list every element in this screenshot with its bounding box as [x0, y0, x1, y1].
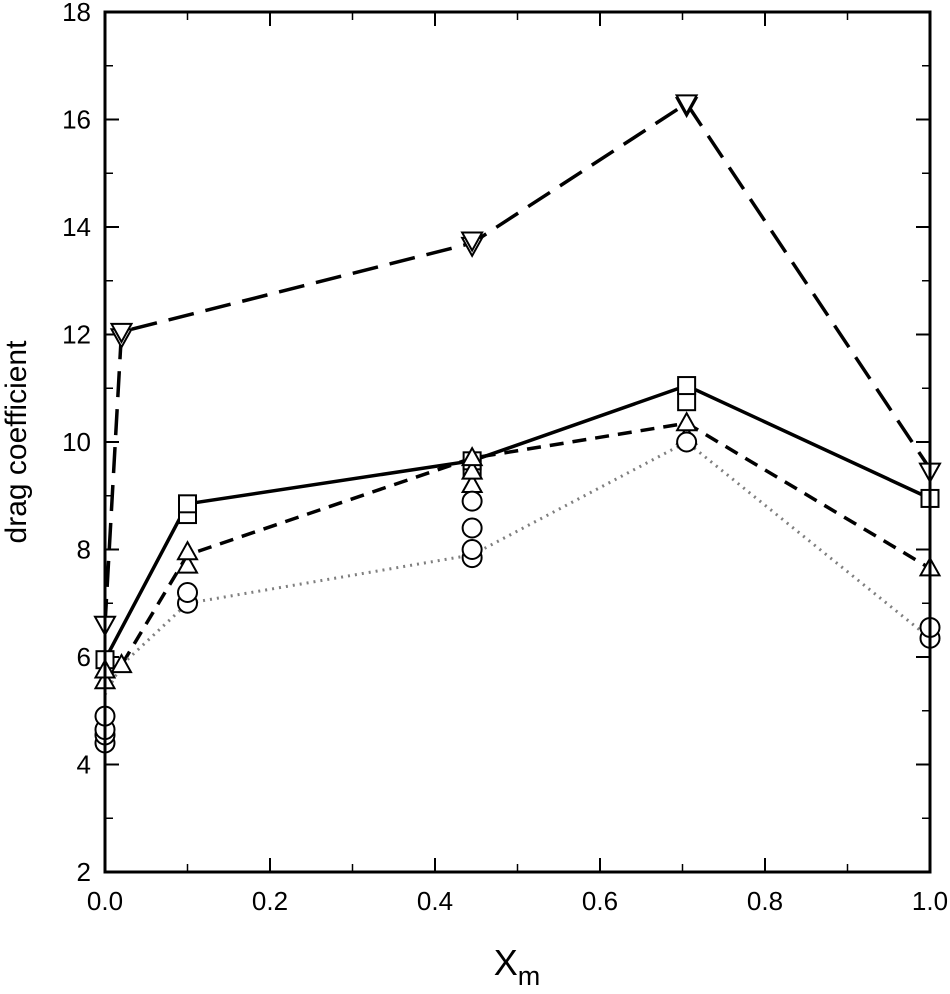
- x-tick-label: 0.6: [582, 886, 618, 916]
- x-tick-label: 1.0: [912, 886, 948, 916]
- x-axis-title-subscript: m: [518, 961, 541, 991]
- y-tick-label: 8: [77, 535, 91, 565]
- series-line-circle: [103, 440, 931, 696]
- x-axis-title-main: X: [494, 942, 518, 983]
- triangle-up-marker: [176, 540, 199, 561]
- triangle-up-marker: [460, 446, 484, 467]
- x-tick-label: 0.8: [747, 886, 783, 916]
- triangle-down-marker: [674, 94, 699, 116]
- series-line-square: [103, 383, 931, 661]
- series-markers: [93, 94, 942, 754]
- y-tick-label: 4: [77, 750, 91, 780]
- y-tick-label: 10: [62, 427, 91, 457]
- circle-marker: [461, 539, 483, 560]
- triangle-up-marker: [110, 653, 133, 674]
- circle-marker: [461, 490, 483, 512]
- circle-marker: [676, 431, 698, 453]
- triangle-up-marker: [176, 553, 199, 574]
- x-tick-label: 0.2: [252, 886, 288, 916]
- x-tick-label: 0.4: [417, 886, 453, 916]
- y-tick-label: 12: [62, 320, 91, 350]
- series-lines: [103, 100, 932, 696]
- square-marker: [677, 376, 697, 396]
- triangle-down-marker: [109, 322, 134, 344]
- series-line-triangle-up: [103, 421, 931, 680]
- square-marker: [178, 494, 197, 514]
- circle-marker: [461, 517, 483, 539]
- y-tick-label: 6: [77, 642, 91, 672]
- y-tick-label: 2: [77, 857, 91, 887]
- square-marker: [677, 392, 697, 412]
- plot-frame: [103, 10, 932, 874]
- y-tick-label: 14: [62, 212, 91, 242]
- tick-labels: 2 4 6 8 10 12 14 16 18 0.0 0.2 0.4 0.6 0.8 1.0: [62, 0, 948, 916]
- triangle-up-marker: [675, 411, 698, 432]
- y-tick-label: 18: [62, 0, 91, 27]
- triangle-down-marker: [460, 231, 484, 253]
- triangle-up-marker: [460, 459, 484, 480]
- x-axis-title: Xm: [494, 942, 541, 991]
- y-axis-title: drag coefficient: [0, 340, 33, 544]
- y-tick-label: 16: [62, 105, 91, 135]
- series-line-triangle-down: [103, 100, 932, 625]
- x-tick-label: 0.0: [87, 886, 123, 916]
- circle-marker: [177, 582, 198, 603]
